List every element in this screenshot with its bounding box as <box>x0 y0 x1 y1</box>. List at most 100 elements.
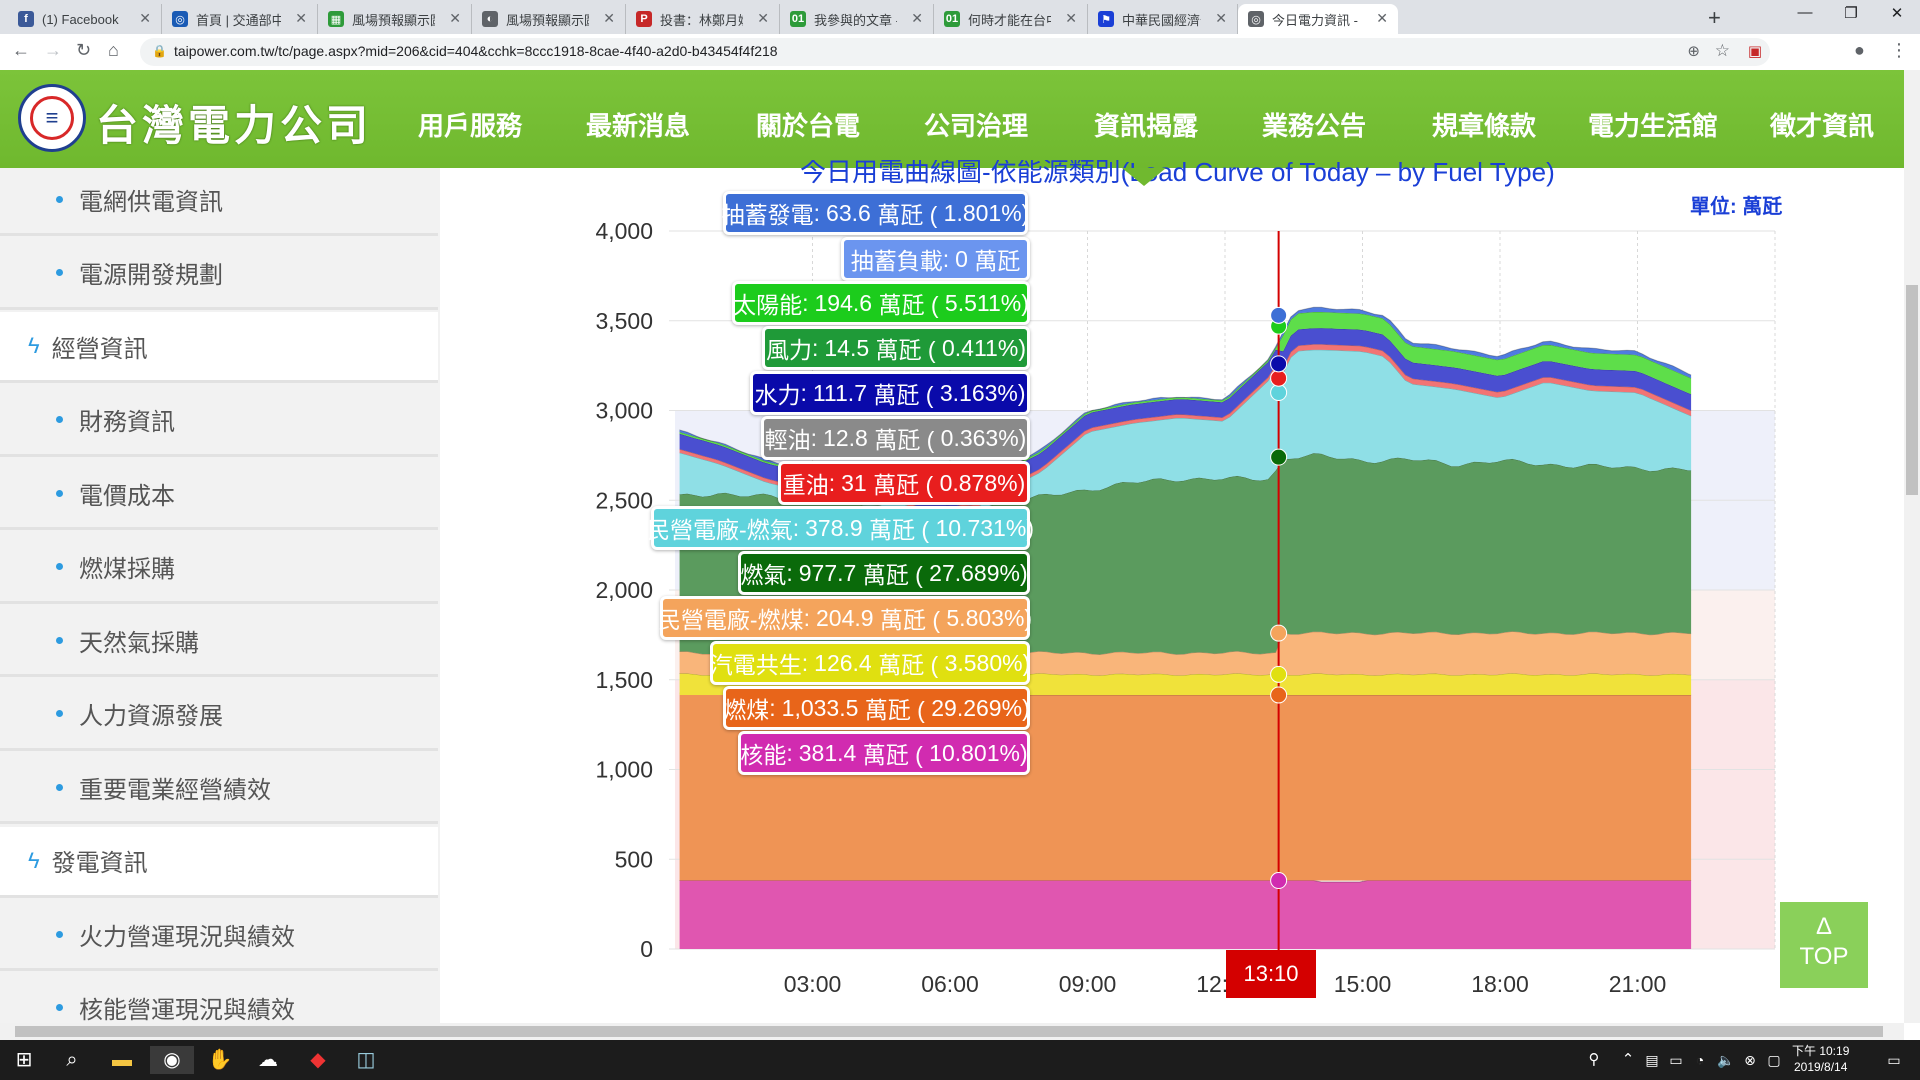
company-name[interactable]: 台灣電力公司 <box>96 101 373 150</box>
menu-item[interactable]: 徵才資訊 <box>1770 111 1875 141</box>
sidebar-item[interactable]: 天然氣採購 <box>0 606 438 677</box>
app-icon-3[interactable]: ◆ <box>310 1049 326 1071</box>
back-to-top-button[interactable]: Δ TOP <box>1780 902 1868 988</box>
page-scrollbar-thumb[interactable] <box>1906 285 1918 495</box>
sidebar-item[interactable]: 電價成本 <box>0 459 438 530</box>
browser-tab[interactable]: ⚑ 中華民國經濟部(Ministry ✕ <box>1088 4 1238 34</box>
sidebar-item[interactable]: 電源開發規劃 <box>0 238 438 310</box>
series-name: 輕油 <box>764 427 811 453</box>
series-name: 重油 <box>782 472 829 498</box>
tab-title: (1) Facebook <box>42 11 119 27</box>
tab-close-icon[interactable]: ✕ <box>1215 10 1227 26</box>
wifi-icon[interactable]: ◔ <box>1695 1052 1705 1068</box>
sidebar-item[interactable]: 財務資訊 <box>0 385 438 457</box>
bullet-icon <box>56 269 63 276</box>
people-icon[interactable]: ⚲ <box>1588 1051 1600 1068</box>
reload-icon[interactable]: ↻ <box>76 40 92 60</box>
series-percent: 1.801% <box>943 199 1022 226</box>
menu-item[interactable]: 規章條款 <box>1432 111 1537 141</box>
tab-close-icon[interactable]: ✕ <box>757 10 769 26</box>
tab-close-icon[interactable]: ✕ <box>139 10 151 26</box>
extension-icon[interactable]: ▣ <box>1747 43 1762 60</box>
sidebar-section[interactable]: ϟ 發電資訊 <box>0 826 438 898</box>
volume-icon[interactable]: 🔈 <box>1717 1052 1735 1068</box>
sidebar-item[interactable]: 人力資源發展 <box>0 679 438 751</box>
chrome-icon[interactable]: ◉ <box>150 1046 194 1074</box>
ime-icon[interactable]: ⊗ <box>1744 1052 1756 1068</box>
language-icon[interactable]: ▢ <box>1767 1052 1781 1068</box>
sidebar-item[interactable]: 火力營運現況與績效 <box>0 900 438 971</box>
sidebar-item[interactable]: 重要電業經營績效 <box>0 753 438 824</box>
menu-item[interactable]: 關於台電 <box>756 111 861 141</box>
address-bar[interactable]: 🔒 taipower.com.tw/tc/page.aspx?mid=206&c… <box>140 38 1770 66</box>
browser-tab[interactable]: ▦ 風場預報顯示圖 | 交通部 ✕ <box>318 4 472 34</box>
browser-tab[interactable]: P 投書：林鄭月娥及港警 ✕ <box>626 4 780 34</box>
app-icon-4[interactable]: ◫ <box>356 1049 376 1071</box>
browser-tab[interactable]: 01 我參與的文章 - Mobile01 ✕ <box>780 4 934 34</box>
series-percent: 10.731% <box>935 514 1027 541</box>
tab-close-icon[interactable]: ✕ <box>911 10 923 26</box>
menu-item[interactable]: 電力生活館 <box>1588 111 1719 141</box>
x-tick-label: 03:00 <box>784 971 842 997</box>
back-icon[interactable]: ← <box>12 40 30 60</box>
chrome-menu-icon[interactable]: ⋮ <box>1890 40 1908 60</box>
menu-item[interactable]: 公司治理 <box>924 111 1029 141</box>
forward-icon[interactable]: → <box>44 40 62 60</box>
restore-icon[interactable]: ❐ <box>1844 5 1858 22</box>
sidebar-section[interactable]: ϟ 經營資訊 <box>0 312 438 383</box>
tab-favicon-icon: ◎ <box>172 11 188 27</box>
page-scrollbar[interactable] <box>1904 70 1920 1023</box>
series-name: 水力 <box>754 382 801 408</box>
horizontal-scrollbar-thumb[interactable] <box>15 1026 1883 1037</box>
zoom-icon[interactable]: ⊕ <box>1687 43 1700 60</box>
profile-icon[interactable]: ● <box>1854 40 1865 60</box>
tray-chevron-icon[interactable]: ⌃ <box>1621 1051 1635 1068</box>
minimize-icon[interactable]: — <box>1797 4 1813 21</box>
sidebar-label: 火力營運現況與績效 <box>79 923 295 951</box>
clock[interactable]: 下午 10:19 2019/8/14 <box>1792 1043 1849 1075</box>
series-percent: 5.803% <box>946 604 1025 631</box>
menu-item[interactable]: 最新消息 <box>586 111 691 141</box>
new-tab-button[interactable]: + <box>1708 5 1721 30</box>
network-icon[interactable]: ▤ <box>1645 1052 1659 1068</box>
series-marker <box>1270 369 1288 387</box>
home-icon[interactable]: ⌂ <box>108 40 119 60</box>
tab-close-icon[interactable]: ✕ <box>1065 10 1077 26</box>
browser-tab[interactable]: ◐ 風場預報顯示圖 | 交通部 ✕ <box>472 4 626 34</box>
bookmark-star-icon[interactable]: ☆ <box>1714 41 1730 60</box>
tab-title: 風場預報顯示圖 | 交通部 <box>506 12 589 28</box>
site-header: ≡ 台灣電力公司 用戶服務 最新消息 關於台電 公司治理 資訊揭露 業務公告 規章條款 電力生… <box>0 70 1904 168</box>
browser-tab[interactable]: 01 何時才能在台中再看到 ✕ <box>934 4 1088 34</box>
file-explorer-icon[interactable]: ▬ <box>112 1049 132 1071</box>
close-window-icon[interactable]: ✕ <box>1890 5 1904 22</box>
notification-icon[interactable]: ▭ <box>1887 1052 1901 1068</box>
series-value: 1,033.5 <box>781 694 859 721</box>
browser-tab[interactable]: ◎ 首頁 | 交通部中央氣象局 ✕ <box>162 4 318 34</box>
sidebar-item[interactable]: 電網供電資訊 <box>0 168 438 236</box>
sidebar-item[interactable]: 燃煤採購 <box>0 532 438 604</box>
menu-item[interactable]: 用戶服務 <box>418 111 523 141</box>
bullet-icon <box>56 636 63 644</box>
browser-tab[interactable]: f (1) Facebook ✕ <box>8 4 162 34</box>
series-name: 民營電廠-燃氣 <box>647 517 793 543</box>
menu-item[interactable]: 業務公告 <box>1262 111 1367 141</box>
series-tooltip-label: 水力: 111.7 萬瓩 ( 3.163%) <box>750 371 1030 415</box>
x-tick-label: 21:00 <box>1609 971 1667 997</box>
tab-close-icon[interactable]: ✕ <box>1376 10 1388 26</box>
tab-close-icon[interactable]: ✕ <box>449 10 461 26</box>
tab-close-icon[interactable]: ✕ <box>295 10 307 26</box>
app-icon[interactable]: ✋ <box>207 1049 233 1071</box>
sidebar-label: 重要電業經營績效 <box>79 776 271 804</box>
app-icon-2[interactable]: ☁ <box>258 1049 278 1071</box>
taipower-logo[interactable]: ≡ <box>18 84 86 152</box>
clock-date: 2019/8/14 <box>1793 1060 1848 1074</box>
windows-start-icon[interactable]: ⊞ <box>15 1049 33 1071</box>
series-percent: 10.801% <box>929 739 1020 766</box>
search-icon[interactable]: ⌕ <box>66 1049 78 1071</box>
sidebar-item[interactable]: 核能營運現況與績效 <box>0 973 438 1023</box>
menu-item[interactable]: 資訊揭露 <box>1094 111 1199 141</box>
browser-tab[interactable]: ◎ 今日電力資訊 - 電力供應 ✕ <box>1238 4 1398 34</box>
tab-close-icon[interactable]: ✕ <box>603 10 615 26</box>
url-text[interactable]: taipower.com.tw/tc/page.aspx?mid=206&cid… <box>174 43 778 59</box>
battery-icon[interactable]: ▭ <box>1669 1052 1683 1068</box>
